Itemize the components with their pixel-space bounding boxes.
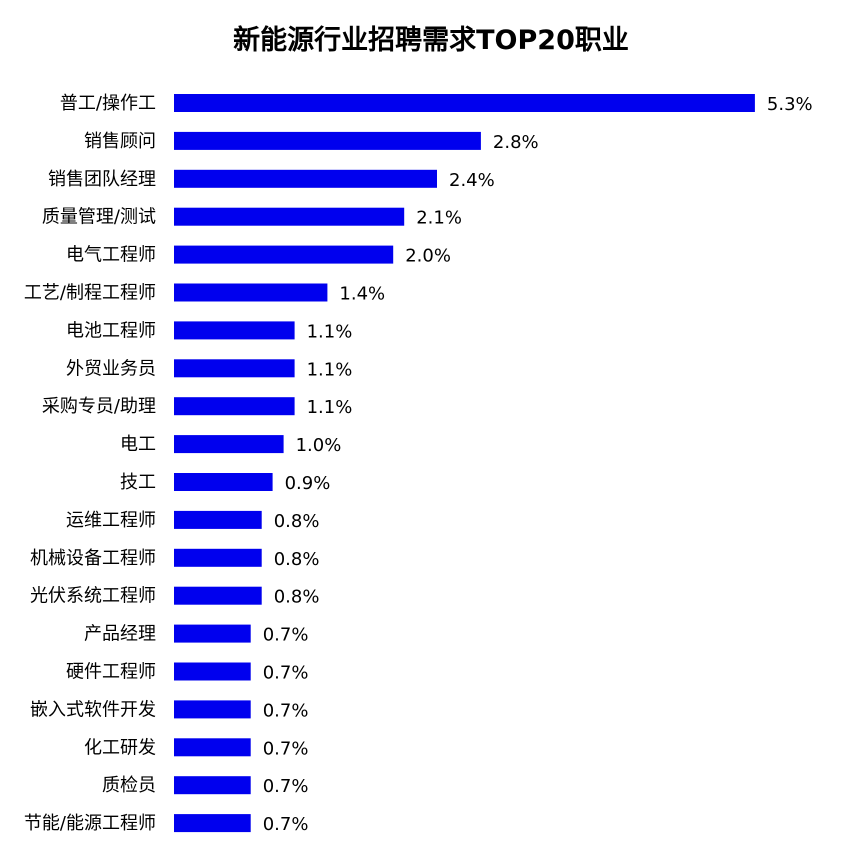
category-label: 机械设备工程师 bbox=[30, 548, 156, 569]
category-label: 产品经理 bbox=[84, 624, 156, 645]
value-label: 0.9% bbox=[285, 473, 331, 494]
bar-20 bbox=[174, 814, 251, 833]
category-label: 采购专员/助理 bbox=[42, 396, 156, 417]
bar-12 bbox=[174, 510, 262, 529]
bar-11 bbox=[174, 473, 273, 491]
category-label: 电池工程师 bbox=[66, 320, 156, 341]
value-label: 1.1% bbox=[307, 321, 353, 342]
value-label: 5.3% bbox=[767, 94, 813, 115]
category-label: 电气工程师 bbox=[66, 245, 156, 266]
value-label: 0.7% bbox=[263, 738, 309, 759]
bar-8 bbox=[174, 359, 295, 378]
value-label: 1.1% bbox=[307, 359, 353, 380]
category-label: 销售团队经理 bbox=[48, 169, 156, 190]
value-label: 0.7% bbox=[263, 700, 309, 721]
category-label: 销售顾问 bbox=[84, 131, 156, 152]
bar-14 bbox=[174, 586, 262, 605]
bar-9 bbox=[174, 397, 295, 416]
chart-title: 新能源行业招聘需求TOP20职业 bbox=[233, 25, 629, 56]
category-label: 普工/操作工 bbox=[60, 93, 156, 114]
category-label: 质检员 bbox=[102, 775, 156, 796]
bar-5 bbox=[174, 245, 394, 264]
category-label: 嵌入式软件开发 bbox=[30, 699, 156, 720]
value-label: 1.0% bbox=[296, 435, 342, 456]
category-label: 光伏系统工程师 bbox=[30, 586, 156, 607]
category-label: 外贸业务员 bbox=[66, 358, 156, 379]
bar-18 bbox=[174, 738, 251, 757]
value-label: 0.7% bbox=[263, 814, 309, 835]
bar-6 bbox=[174, 283, 328, 302]
bar-4 bbox=[174, 207, 405, 226]
bar-13 bbox=[174, 548, 262, 567]
bar-15 bbox=[174, 624, 251, 643]
value-label: 0.8% bbox=[274, 587, 320, 608]
value-label: 2.0% bbox=[405, 246, 451, 267]
bar-16 bbox=[174, 662, 251, 681]
value-label: 2.8% bbox=[493, 132, 539, 153]
value-label: 1.1% bbox=[307, 397, 353, 418]
bar-10 bbox=[174, 435, 284, 454]
category-label: 硬件工程师 bbox=[66, 662, 156, 683]
category-label: 化工研发 bbox=[84, 737, 156, 758]
bar-7 bbox=[174, 321, 295, 340]
bar-1 bbox=[174, 94, 755, 112]
value-label: 2.1% bbox=[416, 208, 462, 229]
value-label: 1.4% bbox=[339, 284, 385, 305]
bar-2 bbox=[174, 131, 481, 150]
bar-17 bbox=[174, 700, 251, 719]
value-label: 0.7% bbox=[263, 625, 309, 646]
value-label: 0.7% bbox=[263, 776, 309, 797]
value-label: 0.8% bbox=[274, 511, 320, 532]
category-label: 技工 bbox=[120, 472, 156, 493]
value-label: 0.7% bbox=[263, 663, 309, 684]
category-label: 运维工程师 bbox=[66, 510, 156, 531]
category-label: 工艺/制程工程师 bbox=[24, 283, 156, 304]
category-label: 质量管理/测试 bbox=[42, 207, 156, 228]
value-label: 2.4% bbox=[449, 170, 495, 191]
category-label: 节能/能源工程师 bbox=[24, 813, 156, 834]
bar-3 bbox=[174, 169, 437, 188]
bar-19 bbox=[174, 776, 251, 795]
value-label: 0.8% bbox=[274, 549, 320, 570]
category-label: 电工 bbox=[120, 434, 156, 455]
